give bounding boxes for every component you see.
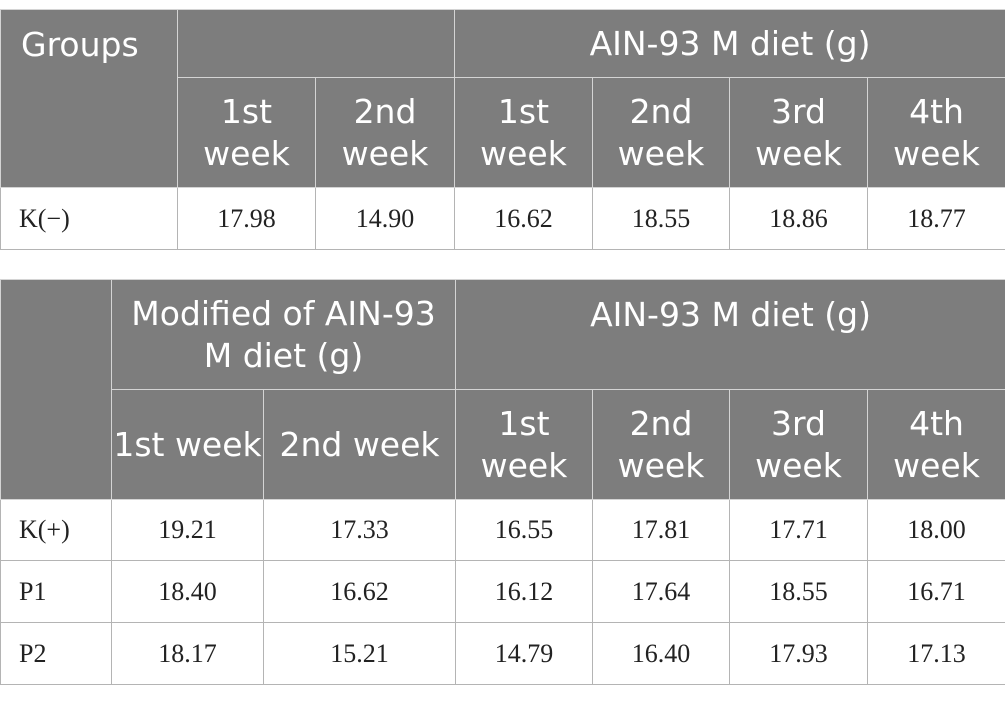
group-cell: P2 xyxy=(0,622,112,685)
week-header: 1st week xyxy=(455,389,593,500)
diet-header: AIN-93 M diet (g) xyxy=(454,279,1005,390)
groups-header: Groups xyxy=(0,9,178,188)
group-cell: K(−) xyxy=(0,187,178,250)
header-row: Groups AIN-93 M diet (g) xyxy=(0,9,1005,188)
diet-header: AIN-93 M diet (g) xyxy=(453,9,1005,78)
value-cell: 14.79 xyxy=(455,622,593,685)
table-row: P2 18.17 15.21 14.79 16.40 17.93 17.13 xyxy=(0,622,1005,685)
week-header: 2nd week xyxy=(263,389,456,500)
week-header: 3rd week xyxy=(729,389,868,500)
value-cell: 18.00 xyxy=(866,499,1005,561)
value-cell: 16.62 xyxy=(454,187,593,250)
value-cell: 17.13 xyxy=(866,622,1005,685)
table-row: P1 18.40 16.62 16.12 17.64 18.55 16.71 xyxy=(0,560,1005,623)
group-cell: P1 xyxy=(0,560,112,623)
intake-table-negative-control: Groups AIN-93 M diet (g) 1st week 2nd we… xyxy=(0,9,1005,250)
week-header: 4th week xyxy=(866,389,1005,500)
value-cell: 17.71 xyxy=(729,499,868,561)
week-header: 2nd week xyxy=(592,389,730,500)
table-row: K(+) 19.21 17.33 16.55 17.81 17.71 18.00 xyxy=(0,499,1005,561)
value-cell: 16.12 xyxy=(455,560,593,623)
header-row: Modified of AIN-93 M diet (g) AIN-93 M d… xyxy=(0,279,1005,500)
value-cell: 14.90 xyxy=(315,187,455,250)
value-cell: 16.71 xyxy=(866,560,1005,623)
value-cell: 18.40 xyxy=(111,560,264,623)
value-cell: 18.86 xyxy=(729,187,868,250)
week-header-row: 1st week 2nd week 1st week 2nd week 3rd … xyxy=(1,77,1005,188)
week-header: 2nd week xyxy=(315,77,455,188)
group-cell: K(+) xyxy=(0,499,112,561)
intake-table-treatment-groups: Modified of AIN-93 M diet (g) AIN-93 M d… xyxy=(0,279,1005,685)
value-cell: 18.55 xyxy=(592,187,730,250)
value-cell: 17.33 xyxy=(263,499,456,561)
value-cell: 18.77 xyxy=(866,187,1005,250)
value-cell: 17.64 xyxy=(592,560,730,623)
week-header: 3rd week xyxy=(729,77,868,188)
week-header: 2nd week xyxy=(592,77,730,188)
mid-header xyxy=(177,9,455,78)
groups-header xyxy=(0,279,112,500)
value-cell: 17.93 xyxy=(729,622,868,685)
value-cell: 18.17 xyxy=(111,622,264,685)
value-cell: 17.81 xyxy=(592,499,730,561)
table-row: K(−) 17.98 14.90 16.62 18.55 18.86 18.77 xyxy=(0,187,1005,250)
week-header-row: 1st week 2nd week 1st week 2nd week 3rd … xyxy=(1,389,1005,500)
week-header: 1st week xyxy=(177,77,316,188)
value-cell: 16.40 xyxy=(592,622,730,685)
value-cell: 16.62 xyxy=(263,560,456,623)
value-cell: 19.21 xyxy=(111,499,264,561)
week-header: 1st week xyxy=(111,389,264,500)
value-cell: 16.55 xyxy=(455,499,593,561)
week-header: 4th week xyxy=(866,77,1005,188)
value-cell: 18.55 xyxy=(729,560,868,623)
modified-diet-header: Modified of AIN-93 M diet (g) xyxy=(111,279,456,390)
week-header: 1st week xyxy=(454,77,593,188)
value-cell: 17.98 xyxy=(177,187,316,250)
value-cell: 15.21 xyxy=(263,622,456,685)
